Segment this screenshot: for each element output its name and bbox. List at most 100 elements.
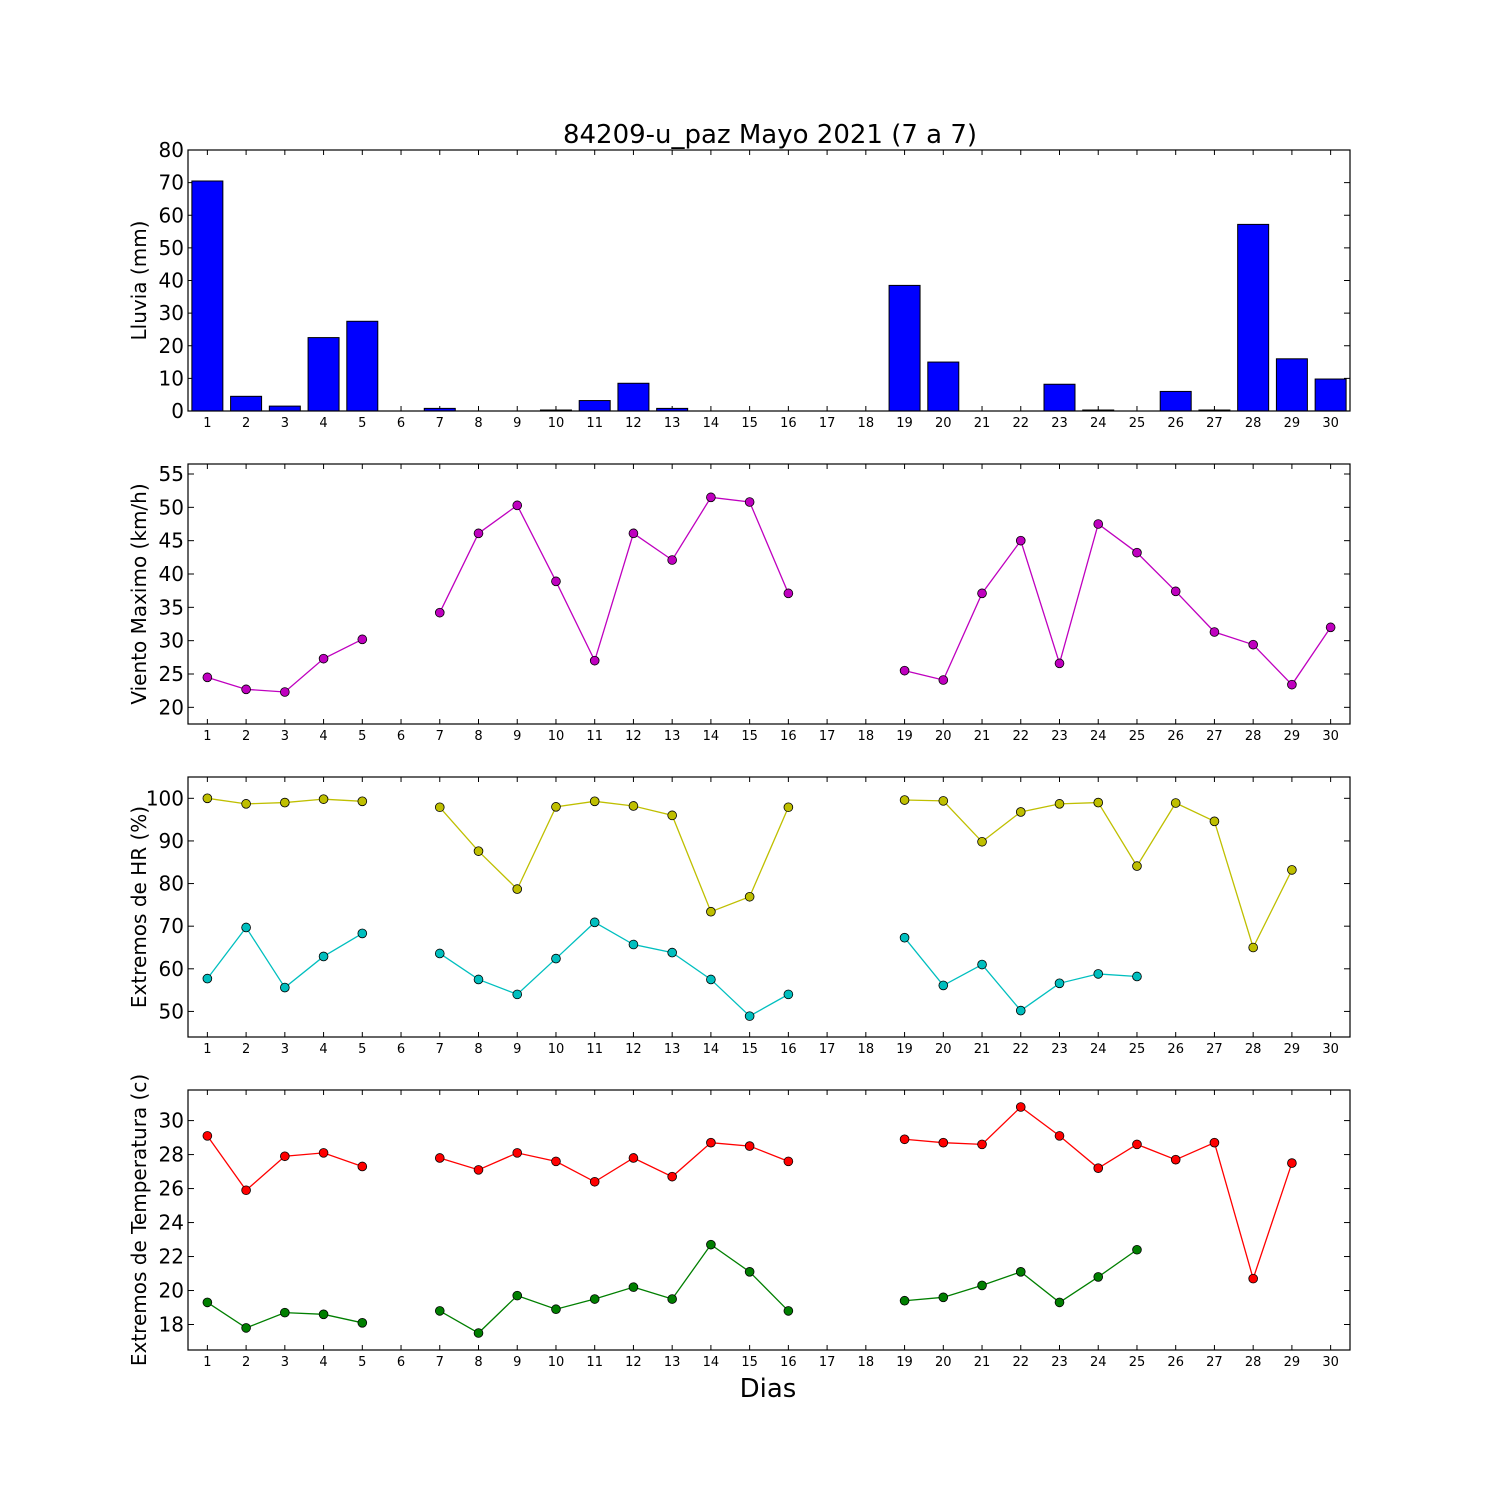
data-point-series-1-day-2 xyxy=(241,1323,251,1333)
x-tick-label: 5 xyxy=(358,1042,366,1057)
data-point-series-1-day-12 xyxy=(628,1282,639,1292)
data-point-series-0-day-12 xyxy=(628,801,639,811)
data-point-series-0-day-25 xyxy=(1132,861,1142,871)
series-line-1 xyxy=(206,926,363,989)
data-point-series-0-day-29 xyxy=(1287,865,1297,875)
data-point-series-0-day-26 xyxy=(1170,586,1181,597)
data-point-series-0-day-24 xyxy=(1093,1163,1104,1173)
x-tick-label: 16 xyxy=(780,729,797,744)
x-tick-label: 4 xyxy=(319,1042,327,1057)
x-tick-label: 11 xyxy=(586,729,603,744)
x-tick-label: 11 xyxy=(586,416,603,431)
data-point-series-0-day-3 xyxy=(280,1151,290,1162)
data-point-series-1-day-22 xyxy=(1015,1267,1026,1277)
data-point-series-1-day-21 xyxy=(977,959,987,970)
data-point-series-0-day-19 xyxy=(899,1134,910,1145)
x-tick-label: 16 xyxy=(780,1042,797,1057)
data-point-series-0-day-16 xyxy=(783,802,794,813)
data-point-series-0-day-29 xyxy=(1287,1158,1297,1168)
x-tick-label: 20 xyxy=(935,1042,952,1057)
data-point-series-0-day-5 xyxy=(357,1161,368,1172)
data-point-series-1-day-1 xyxy=(202,973,213,984)
x-tick-label: 17 xyxy=(819,1355,836,1370)
x-tick-label: 28 xyxy=(1245,729,1262,744)
data-point-series-0-day-13 xyxy=(667,810,677,821)
x-tick-label: 24 xyxy=(1090,1355,1107,1370)
x-tick-label: 15 xyxy=(741,1355,758,1370)
data-point-series-0-day-22 xyxy=(1015,535,1026,546)
data-point-series-0-day-19 xyxy=(899,665,910,676)
x-tick-label: 13 xyxy=(664,1042,681,1057)
data-point-series-1-day-9 xyxy=(512,1290,523,1301)
data-point-series-0-day-1 xyxy=(202,1131,213,1141)
x-tick-label: 3 xyxy=(281,1042,289,1057)
x-tick-label: 25 xyxy=(1129,729,1146,744)
data-point-series-1-day-23 xyxy=(1054,1297,1065,1308)
series-line-0 xyxy=(207,638,363,693)
x-tick-label: 26 xyxy=(1167,729,1184,744)
data-point-series-1-day-25 xyxy=(1132,971,1142,982)
y-tick-label: 30 xyxy=(159,301,184,325)
x-tick-label: 13 xyxy=(664,416,681,431)
y-axis-label: Viento Maximo (km/h) xyxy=(127,483,151,704)
data-point-series-0-day-11 xyxy=(589,655,600,666)
data-point-series-1-day-11 xyxy=(589,917,600,928)
data-point-series-0-day-8 xyxy=(473,846,484,856)
x-tick-label: 6 xyxy=(397,1042,405,1057)
data-point-series-1-day-4 xyxy=(318,1309,329,1320)
x-tick-label: 20 xyxy=(935,416,952,431)
data-point-series-0-day-4 xyxy=(318,1148,329,1158)
x-tick-label: 19 xyxy=(896,416,913,431)
x-tick-label: 23 xyxy=(1051,729,1068,744)
y-tick-label: 20 xyxy=(159,334,184,358)
data-point-series-1-day-3 xyxy=(280,1307,290,1318)
x-tick-label: 20 xyxy=(935,729,952,744)
bar-day-5 xyxy=(346,320,379,412)
x-tick-label: 8 xyxy=(474,729,482,744)
x-tick-label: 1 xyxy=(203,416,211,431)
data-point-series-0-day-21 xyxy=(977,836,987,847)
x-tick-label: 28 xyxy=(1245,416,1262,431)
data-point-series-0-day-27 xyxy=(1209,627,1220,637)
x-tick-label: 14 xyxy=(703,416,720,431)
y-tick-label: 30 xyxy=(159,629,184,653)
data-point-series-1-day-13 xyxy=(667,1294,677,1304)
x-tick-label: 15 xyxy=(741,1042,758,1057)
y-tick-label: 10 xyxy=(159,366,184,390)
data-point-series-1-day-15 xyxy=(744,1267,755,1277)
data-point-series-0-day-12 xyxy=(628,1153,639,1163)
series-line-1 xyxy=(439,1243,789,1334)
y-tick-label: 28 xyxy=(159,1143,184,1167)
x-tick-label: 10 xyxy=(548,416,565,431)
x-tick-label: 17 xyxy=(819,1042,836,1057)
data-point-series-0-day-27 xyxy=(1209,1137,1220,1148)
data-point-series-0-day-28 xyxy=(1248,639,1258,650)
x-tick-label: 12 xyxy=(625,729,642,744)
x-tick-label: 2 xyxy=(242,729,250,744)
y-tick-label: 20 xyxy=(159,1279,184,1303)
data-point-series-0-day-8 xyxy=(473,528,484,539)
x-tick-label: 22 xyxy=(1012,1042,1029,1057)
x-tick-label: 1 xyxy=(203,729,211,744)
x-tick-label: 6 xyxy=(397,1355,405,1370)
data-point-series-0-day-1 xyxy=(202,672,213,683)
x-tick-label: 7 xyxy=(436,1355,444,1370)
x-tick-label: 15 xyxy=(741,729,758,744)
x-tick-label: 29 xyxy=(1284,729,1301,744)
data-point-series-0-day-2 xyxy=(241,684,251,695)
y-tick-label: 50 xyxy=(159,495,184,519)
y-tick-label: 50 xyxy=(159,999,184,1023)
data-point-series-0-day-12 xyxy=(628,528,639,539)
data-point-series-0-day-25 xyxy=(1132,1139,1142,1150)
series-line-0 xyxy=(439,800,789,913)
x-tick-label: 7 xyxy=(436,729,444,744)
data-point-series-0-day-30 xyxy=(1325,622,1336,633)
data-point-series-1-day-12 xyxy=(628,939,639,950)
x-tick-label: 22 xyxy=(1012,729,1029,744)
data-point-series-0-day-7 xyxy=(434,802,445,813)
data-point-series-1-day-14 xyxy=(706,974,716,985)
data-point-series-0-day-20 xyxy=(938,675,949,685)
x-tick-label: 4 xyxy=(319,729,327,744)
